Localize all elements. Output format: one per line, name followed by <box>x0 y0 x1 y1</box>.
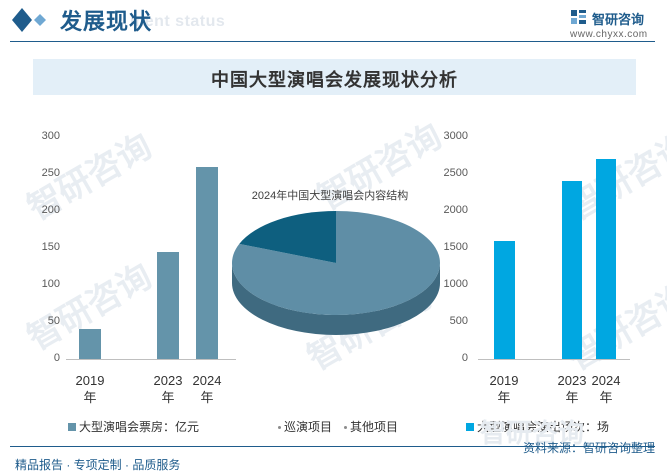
x-tick-label: 2024年 <box>591 373 621 405</box>
watermark: 智研咨询 <box>311 117 449 218</box>
y-tick: 1000 <box>443 278 468 290</box>
y-tick: 500 <box>449 315 468 327</box>
pie-slice-other <box>239 211 336 263</box>
x-tick-label: 2019年 <box>75 373 105 405</box>
data-source: 资料来源：智研咨询整理 <box>522 441 655 455</box>
brand-url[interactable]: www.chyxx.com <box>570 29 648 40</box>
y-tick: 1500 <box>443 241 468 253</box>
legend-performances: 大型演唱会演出场次：场 <box>466 418 609 435</box>
legend-tour: 巡演项目 <box>278 418 332 435</box>
x-tick-label: 2024年 <box>192 373 222 405</box>
footer-tagline: 精品报告 · 专项定制 · 品质服务 <box>15 458 181 472</box>
legend-label: 巡演项目 <box>284 420 333 434</box>
legend-swatch <box>278 426 281 429</box>
bar-2023-performances <box>562 181 582 359</box>
header-watermark: ment status <box>130 13 226 30</box>
x-axis <box>478 359 630 360</box>
y-tick: 0 <box>461 352 468 364</box>
bar-2024-box-office <box>196 166 218 359</box>
footer-divider <box>10 446 655 447</box>
header-title: 发展现状 <box>60 9 153 34</box>
y-tick: 200 <box>41 204 60 216</box>
bar-2023-box-office <box>157 251 179 359</box>
page-title: 中国大型演唱会发展现状分析 <box>211 70 458 90</box>
header-divider <box>10 41 655 42</box>
y-tick: 2000 <box>443 204 468 216</box>
legend-label: 大型演唱会票房：亿元 <box>79 420 200 434</box>
header: ment status 发展现状 智研咨询 www.chyxx.com <box>0 0 667 42</box>
legend-label: 大型演唱会演出场次：场 <box>477 420 610 434</box>
legend-swatch <box>466 423 474 431</box>
pie-slice-side <box>232 263 440 335</box>
legend-swatch <box>344 426 347 429</box>
diamond-icon <box>12 8 46 32</box>
bar-2019-box-office <box>79 329 101 359</box>
y-tick: 50 <box>47 315 60 327</box>
footer-watermark: 智研咨询 <box>480 418 585 448</box>
legend-other: 其他项目 <box>344 418 398 435</box>
y-tick: 300 <box>41 130 60 142</box>
x-tick-label: 2023年 <box>153 373 183 405</box>
pie-title: 2024年中国大型演唱会内容结构 <box>251 190 409 202</box>
y-tick: 2500 <box>443 167 468 179</box>
footer: 智研咨询 精品报告 · 专项定制 · 品质服务 资料来源：智研咨询整理 <box>0 418 667 476</box>
x-axis <box>66 359 236 360</box>
title-band: 中国大型演唱会发展现状分析 <box>33 59 636 95</box>
bar-2024-performances <box>596 159 616 359</box>
legend-swatch <box>68 423 76 431</box>
legend-box-office: 大型演唱会票房：亿元 <box>68 418 199 435</box>
y-tick: 100 <box>41 278 60 290</box>
legend-label: 其他项目 <box>350 420 399 434</box>
x-tick-label: 2019年 <box>489 373 519 405</box>
bar-2019-performances <box>494 240 515 359</box>
x-tick-label: 2023年 <box>557 373 587 405</box>
y-tick: 150 <box>41 241 60 253</box>
brand-name: 智研咨询 <box>592 12 645 27</box>
y-tick: 250 <box>41 167 60 179</box>
brand-logo-icon <box>571 10 586 24</box>
content-structure-pie <box>232 211 440 335</box>
y-tick: 3000 <box>443 130 468 142</box>
y-tick: 0 <box>53 352 60 364</box>
